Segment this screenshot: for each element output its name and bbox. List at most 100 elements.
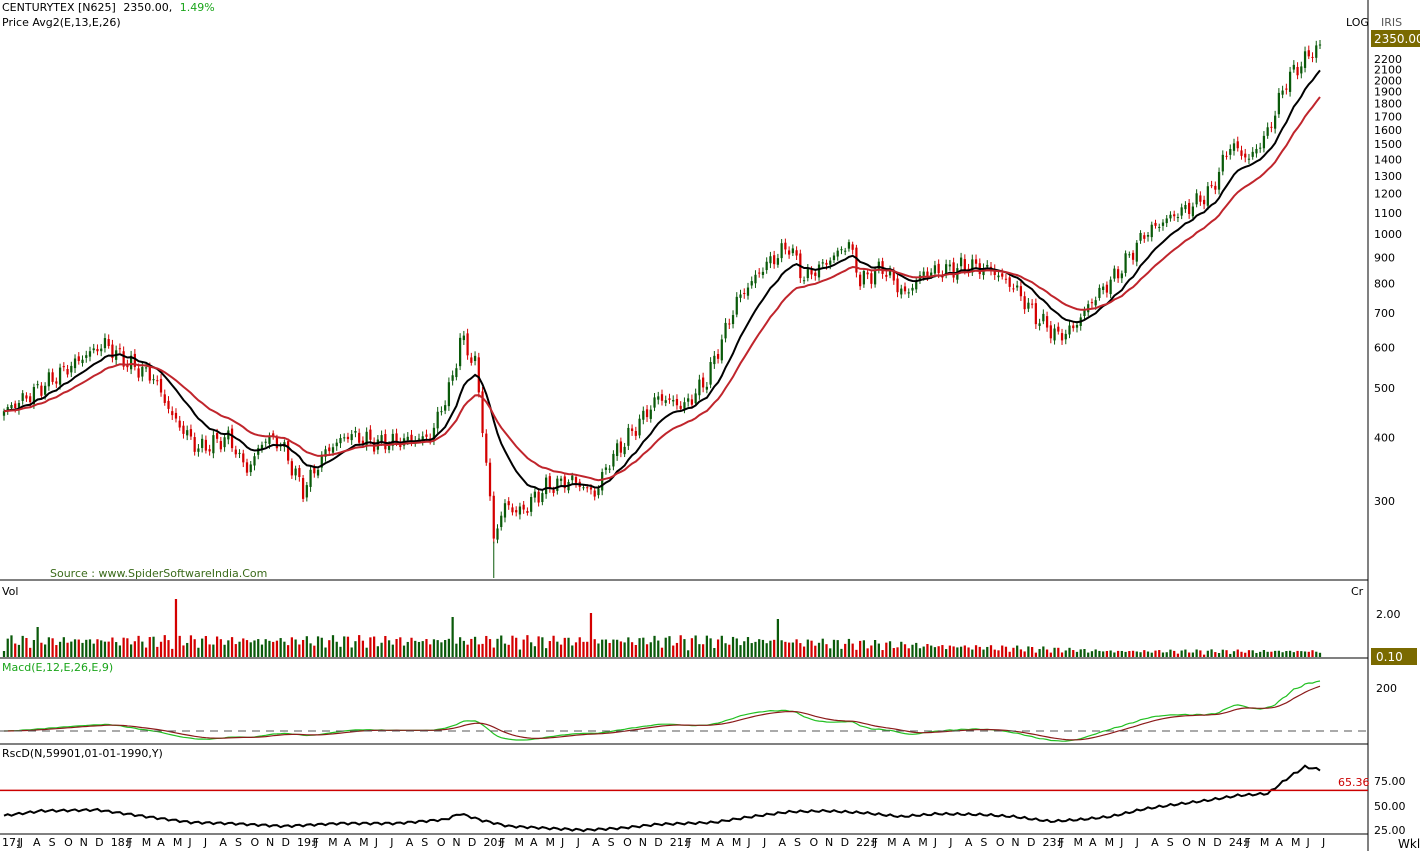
- volume-bar: [761, 639, 765, 657]
- volume-bar: [926, 644, 929, 657]
- candle-body: [537, 491, 540, 503]
- candle-body: [122, 351, 125, 367]
- volume-bar: [488, 639, 492, 657]
- candle-body: [900, 288, 903, 295]
- volume-bar: [731, 636, 735, 657]
- volume-bar: [313, 645, 316, 657]
- volume-bar: [492, 647, 495, 657]
- price-study-label: Price Avg2(E,13,E,26): [2, 16, 121, 29]
- candle-body: [829, 260, 832, 265]
- candle-body: [1158, 226, 1161, 228]
- volume-bar: [178, 635, 181, 657]
- candle-body: [642, 410, 645, 420]
- volume-bar: [769, 640, 772, 657]
- candle-body: [1161, 222, 1165, 226]
- candle-body: [55, 381, 58, 384]
- candle-body: [1139, 232, 1142, 241]
- volume-bar: [511, 635, 514, 657]
- volume-bar: [989, 645, 993, 657]
- volume-bar: [918, 648, 922, 657]
- candle-body: [1318, 44, 1322, 46]
- candle-body: [1094, 300, 1097, 306]
- volume-bar: [963, 645, 966, 657]
- volume-bar: [911, 644, 914, 657]
- candle-body: [432, 427, 436, 441]
- candle-body: [21, 393, 24, 401]
- candle-body: [1064, 333, 1067, 340]
- volume-bar: [1318, 652, 1322, 657]
- candle-body: [1072, 325, 1075, 329]
- volume-bar: [425, 639, 428, 657]
- x-axis-label: F: [499, 836, 505, 849]
- volume-bar: [14, 643, 17, 657]
- volume-bar: [832, 639, 836, 657]
- candle-body: [2, 411, 6, 416]
- volume-bar: [1274, 650, 1277, 657]
- volume-bar: [758, 639, 761, 657]
- symbol-label[interactable]: CENTURYTEX [N625]: [2, 1, 116, 14]
- candle-body: [1229, 149, 1232, 155]
- volume-bar: [1277, 650, 1280, 657]
- candle-body: [421, 436, 424, 441]
- volume-bar: [791, 642, 794, 657]
- candle-body: [720, 339, 723, 361]
- volume-bar: [305, 636, 308, 657]
- x-axis-label: M: [701, 836, 711, 849]
- scale-mode-label[interactable]: LOG: [1346, 16, 1369, 29]
- volume-bar: [683, 639, 686, 657]
- candle-body: [268, 435, 271, 444]
- candle-body: [440, 411, 443, 413]
- volume-bar: [885, 642, 888, 657]
- rsc-line: [3, 764, 1321, 833]
- volume-bar: [922, 646, 925, 657]
- candlestick-series[interactable]: [2, 39, 1322, 578]
- candle-body: [1217, 171, 1221, 190]
- volume-bar: [1259, 651, 1262, 657]
- volume-bar: [780, 640, 783, 657]
- candle-body: [208, 449, 211, 452]
- volume-bar: [668, 636, 671, 657]
- candle-body: [410, 434, 413, 442]
- candle-body: [189, 429, 193, 437]
- candle-body: [582, 487, 585, 489]
- volume-bar: [694, 635, 697, 657]
- volume-bar: [941, 645, 944, 657]
- candle-body: [260, 444, 264, 450]
- volume-bar: [900, 641, 903, 657]
- volume-bar: [1105, 650, 1109, 657]
- volume-bar: [133, 641, 136, 657]
- candle-body: [118, 348, 122, 350]
- candle-body: [451, 375, 454, 381]
- volume-bar: [1251, 650, 1254, 657]
- x-axis-label: S: [608, 836, 615, 849]
- volume-bar: [657, 640, 660, 657]
- x-axis-label: O: [437, 836, 446, 849]
- candle-body: [380, 435, 383, 442]
- candle-body: [6, 407, 9, 411]
- x-axis-label: J: [389, 836, 393, 849]
- candle-body: [230, 428, 234, 449]
- price-tick-label: 1300: [1374, 170, 1402, 183]
- volume-bar: [6, 638, 9, 657]
- volume-bar: [559, 644, 563, 657]
- volume-bar: [129, 644, 133, 657]
- candle-body: [242, 453, 245, 463]
- volume-bar: [690, 638, 694, 657]
- volume-bar: [62, 637, 65, 657]
- macd-axis-tick: 200: [1376, 682, 1397, 695]
- volume-bar: [515, 637, 518, 657]
- volume-bar: [870, 645, 873, 657]
- volume-bar: [1135, 651, 1138, 657]
- candle-body: [844, 250, 847, 252]
- volume-bar: [873, 639, 877, 657]
- candle-body: [1180, 207, 1183, 216]
- volume-bar: [212, 644, 215, 657]
- x-axis-label: J: [1321, 836, 1325, 849]
- price-tick-label: 2000: [1374, 74, 1402, 87]
- volume-bar: [436, 640, 439, 657]
- candle-body: [85, 355, 88, 358]
- volume-bar: [1109, 650, 1112, 657]
- candle-body: [309, 469, 312, 487]
- candle-body: [62, 366, 65, 368]
